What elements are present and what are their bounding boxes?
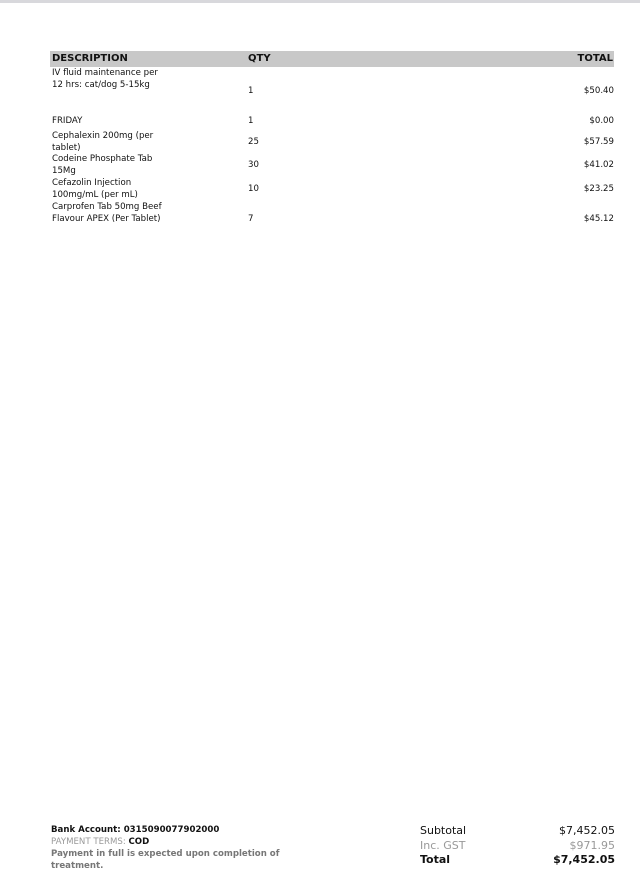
row-qty: 30 <box>248 160 259 170</box>
row-description: IV fluid maintenance per 12 hrs: cat/dog… <box>52 68 158 90</box>
gst-value: $971.95 <box>569 839 616 852</box>
total-label: Total <box>420 853 451 866</box>
subtotal-value: $7,452.05 <box>559 824 615 837</box>
row-total: $41.02 <box>583 160 614 170</box>
row-qty: 1 <box>248 86 254 96</box>
payment-terms-value: COD <box>128 837 150 847</box>
page-top-border <box>0 0 640 3</box>
header-qty: QTY <box>248 53 271 64</box>
table-header: DESCRIPTION QTY TOTAL <box>50 51 614 67</box>
header-description: DESCRIPTION <box>52 53 128 64</box>
row-qty: 1 <box>248 116 254 126</box>
row-description: FRIDAY <box>52 116 83 126</box>
row-total: $23.25 <box>583 184 614 194</box>
row-total: $50.40 <box>583 86 614 96</box>
row-total: $57.59 <box>583 137 614 147</box>
table-row: IV fluid maintenance per 12 hrs: cat/dog… <box>52 68 614 115</box>
row-qty: 7 <box>248 214 254 224</box>
gst-label: Inc. GST <box>420 839 466 852</box>
row-qty: 25 <box>248 137 259 147</box>
total-value: $7,452.05 <box>553 853 615 866</box>
payment-terms-label: PAYMENT TERMS: <box>51 837 126 847</box>
row-qty: 10 <box>248 184 259 194</box>
row-total: $45.12 <box>583 214 614 224</box>
row-description: Cefazolin Injection 100mg/mL (per mL) <box>52 178 138 200</box>
row-description: Cephalexin 200mg (per tablet) <box>52 131 154 153</box>
row-description: Codeine Phosphate Tab 15Mg <box>52 154 153 176</box>
row-description: Carprofen Tab 50mg Beef Flavour APEX (Pe… <box>52 202 162 224</box>
header-total: TOTAL <box>577 53 613 64</box>
payment-note: Payment in full is expected upon complet… <box>51 849 280 871</box>
subtotal-label: Subtotal <box>420 824 467 837</box>
row-total: $0.00 <box>589 116 614 126</box>
bank-account: Bank Account: 0315090077902000 <box>51 825 220 835</box>
payment-info: Bank Account: 0315090077902000 PAYMENT T… <box>51 824 291 872</box>
